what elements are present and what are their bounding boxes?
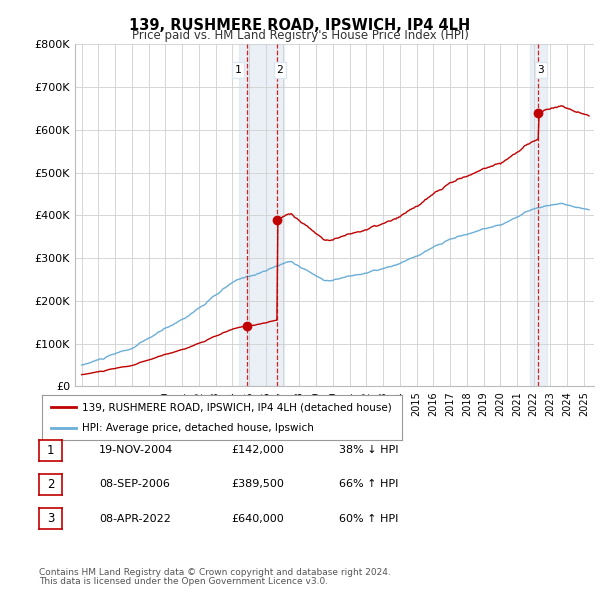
Text: Contains HM Land Registry data © Crown copyright and database right 2024.: Contains HM Land Registry data © Crown c…: [39, 568, 391, 577]
Text: 139, RUSHMERE ROAD, IPSWICH, IP4 4LH (detached house): 139, RUSHMERE ROAD, IPSWICH, IP4 4LH (de…: [82, 402, 391, 412]
Text: £142,000: £142,000: [231, 445, 284, 455]
Text: £640,000: £640,000: [231, 514, 284, 523]
Text: 38% ↓ HPI: 38% ↓ HPI: [339, 445, 398, 455]
Text: 3: 3: [538, 65, 544, 75]
Text: 19-NOV-2004: 19-NOV-2004: [99, 445, 173, 455]
Text: 3: 3: [47, 512, 54, 525]
Text: £389,500: £389,500: [231, 480, 284, 489]
Text: Price paid vs. HM Land Registry's House Price Index (HPI): Price paid vs. HM Land Registry's House …: [131, 30, 469, 42]
Text: 1: 1: [235, 65, 241, 75]
Text: 1: 1: [47, 444, 54, 457]
Text: 139, RUSHMERE ROAD, IPSWICH, IP4 4LH: 139, RUSHMERE ROAD, IPSWICH, IP4 4LH: [130, 18, 470, 32]
Text: HPI: Average price, detached house, Ipswich: HPI: Average price, detached house, Ipsw…: [82, 422, 313, 432]
Text: This data is licensed under the Open Government Licence v3.0.: This data is licensed under the Open Gov…: [39, 577, 328, 586]
Text: 2: 2: [47, 478, 54, 491]
Bar: [239, 44, 284, 386]
Text: 60% ↑ HPI: 60% ↑ HPI: [339, 514, 398, 523]
Text: 08-SEP-2006: 08-SEP-2006: [99, 480, 170, 489]
Text: 08-APR-2022: 08-APR-2022: [99, 514, 171, 523]
Text: 2: 2: [277, 65, 283, 75]
Text: 66% ↑ HPI: 66% ↑ HPI: [339, 480, 398, 489]
Bar: [530, 44, 547, 386]
